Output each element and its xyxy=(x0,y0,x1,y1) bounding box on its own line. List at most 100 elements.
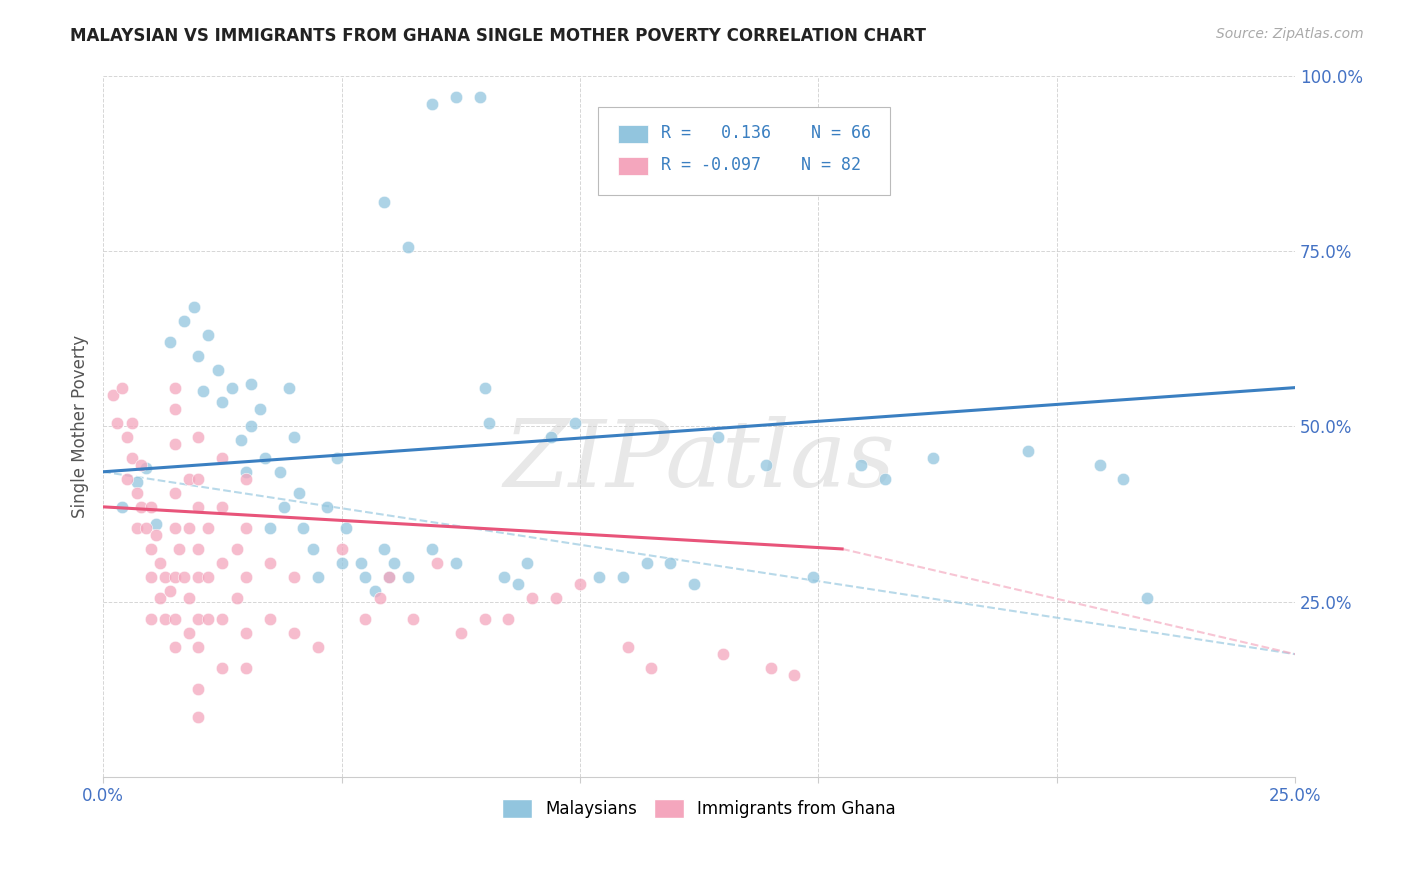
Point xyxy=(474,612,496,626)
Text: R = -0.097    N = 82: R = -0.097 N = 82 xyxy=(661,156,860,174)
Point xyxy=(368,591,391,605)
Point xyxy=(616,640,638,654)
Point xyxy=(335,521,357,535)
Point xyxy=(121,450,143,465)
Point xyxy=(522,591,544,605)
Point xyxy=(173,570,195,584)
Point xyxy=(235,626,257,640)
Point xyxy=(177,591,200,605)
Point xyxy=(121,416,143,430)
Point xyxy=(254,450,277,465)
Point xyxy=(1112,472,1135,486)
Point xyxy=(159,584,181,599)
Point xyxy=(187,349,209,363)
Point xyxy=(169,541,191,556)
Point xyxy=(683,577,706,591)
Point xyxy=(111,500,134,514)
Point xyxy=(163,640,186,654)
Point xyxy=(364,584,387,599)
Point xyxy=(197,612,219,626)
Point xyxy=(163,485,186,500)
Point xyxy=(235,472,257,486)
Point xyxy=(211,556,233,570)
Point xyxy=(225,541,247,556)
Point xyxy=(783,668,806,682)
Point xyxy=(125,521,148,535)
Point xyxy=(149,556,172,570)
Point xyxy=(193,384,215,398)
Point xyxy=(349,556,371,570)
Point xyxy=(373,541,395,556)
Point xyxy=(873,472,896,486)
Point xyxy=(235,465,257,479)
Point xyxy=(211,612,233,626)
Point xyxy=(259,612,281,626)
Point xyxy=(163,436,186,450)
Point xyxy=(711,647,734,661)
Point xyxy=(269,465,291,479)
Point xyxy=(225,591,247,605)
Point xyxy=(330,541,353,556)
Point xyxy=(177,472,200,486)
Point xyxy=(283,430,305,444)
Point xyxy=(259,556,281,570)
Point xyxy=(115,472,138,486)
Point xyxy=(231,434,253,448)
Point xyxy=(163,612,186,626)
Point xyxy=(235,570,257,584)
Point xyxy=(568,577,591,591)
Point xyxy=(129,500,152,514)
Point xyxy=(207,363,229,377)
Point xyxy=(292,521,315,535)
Point xyxy=(139,541,162,556)
Y-axis label: Single Mother Poverty: Single Mother Poverty xyxy=(72,334,89,517)
Point xyxy=(378,570,401,584)
Point xyxy=(354,570,377,584)
Point xyxy=(163,381,186,395)
Point xyxy=(197,570,219,584)
Text: MALAYSIAN VS IMMIGRANTS FROM GHANA SINGLE MOTHER POVERTY CORRELATION CHART: MALAYSIAN VS IMMIGRANTS FROM GHANA SINGL… xyxy=(70,27,927,45)
Point xyxy=(659,556,682,570)
Point xyxy=(283,626,305,640)
Point xyxy=(636,556,658,570)
Point xyxy=(506,577,529,591)
Point xyxy=(187,682,209,697)
Point xyxy=(211,450,233,465)
Point xyxy=(177,626,200,640)
Point xyxy=(139,612,162,626)
Point xyxy=(326,450,349,465)
Point xyxy=(330,556,353,570)
Point xyxy=(153,612,176,626)
Point xyxy=(426,556,449,570)
Point xyxy=(249,401,271,416)
Point xyxy=(145,517,167,532)
Point xyxy=(468,89,491,103)
Text: ZIPatlas: ZIPatlas xyxy=(503,417,896,507)
Point xyxy=(187,541,209,556)
Point xyxy=(177,521,200,535)
Point xyxy=(420,96,443,111)
Point xyxy=(139,500,162,514)
Point xyxy=(640,661,662,675)
Point xyxy=(612,570,634,584)
Point xyxy=(239,419,262,434)
Legend: Malaysians, Immigrants from Ghana: Malaysians, Immigrants from Ghana xyxy=(495,792,903,824)
Point xyxy=(187,430,209,444)
Point xyxy=(1088,458,1111,472)
Point xyxy=(273,500,295,514)
Point xyxy=(444,89,467,103)
Point xyxy=(187,640,209,654)
Point xyxy=(373,194,395,209)
Point xyxy=(187,612,209,626)
Point xyxy=(1136,591,1159,605)
Point xyxy=(759,661,782,675)
Point xyxy=(1017,443,1039,458)
Point xyxy=(197,521,219,535)
Point xyxy=(259,521,281,535)
Point xyxy=(235,661,257,675)
Point xyxy=(187,570,209,584)
Point xyxy=(378,570,401,584)
Point xyxy=(163,521,186,535)
Point xyxy=(159,334,181,349)
Point xyxy=(125,485,148,500)
